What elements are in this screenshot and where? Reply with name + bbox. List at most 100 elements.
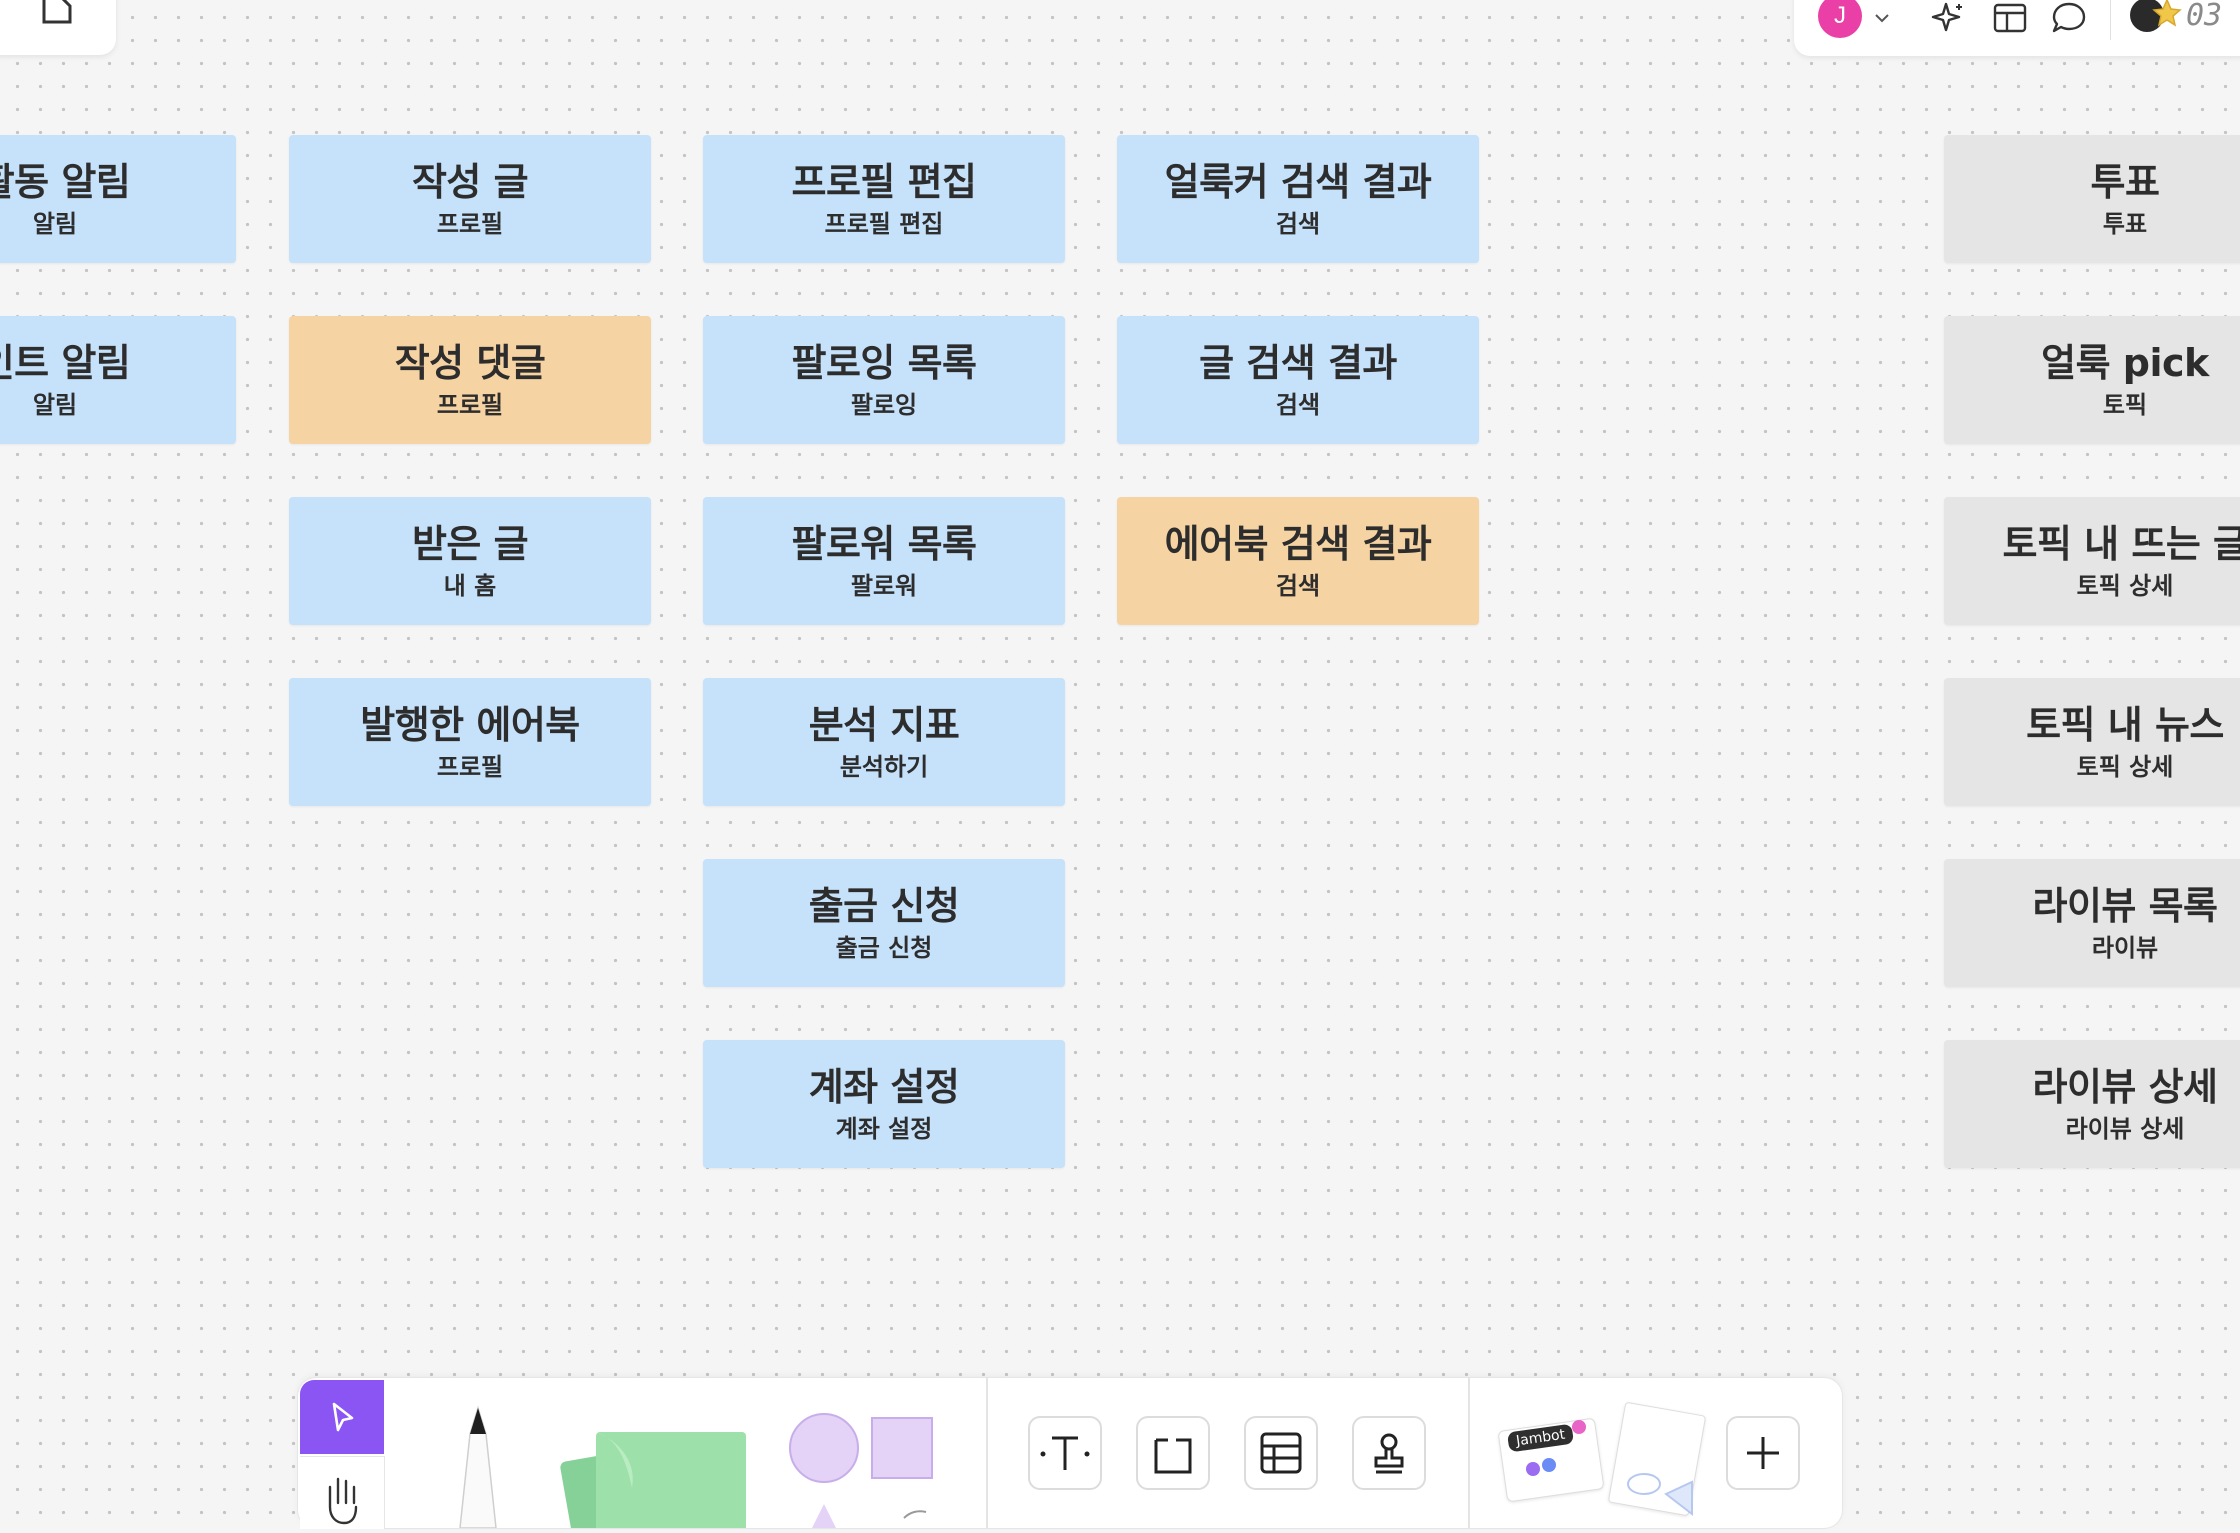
- sticky-written-post[interactable]: 작성 글 프로필: [289, 135, 651, 263]
- bottom-toolbar: Jambot: [298, 1378, 1842, 1529]
- sticky-title: 팔로잉 목록: [791, 341, 977, 385]
- top-right-panel: J 03: [1794, 0, 2240, 56]
- sticky-title: 라이뷰 목록: [2032, 884, 2218, 928]
- text-icon: [1040, 1436, 1090, 1470]
- sticky-topic-news[interactable]: 토픽 내 뉴스 토픽 상세: [1944, 678, 2240, 806]
- sticky-title: 프로필 편집: [791, 160, 977, 204]
- sticky-subtitle: 프로필 편집: [824, 210, 944, 238]
- stamp-icon: [1374, 1433, 1404, 1474]
- sticker-dot-icon: [1572, 1420, 1586, 1434]
- select-tool[interactable]: [300, 1380, 384, 1454]
- sticky-title: 활동 알림: [0, 160, 131, 204]
- table-tool-button[interactable]: [1244, 1416, 1318, 1490]
- figjam-board[interactable]: 활동 알림 알림 인트 알림 알림 작성 글 프로필 작성 댓글 프로필 받은 …: [0, 0, 2240, 1500]
- sticky-ollooker-search[interactable]: 얼룩커 검색 결과 검색: [1117, 135, 1479, 263]
- shapes-tool-icon[interactable]: [784, 1408, 944, 1528]
- sticky-airbook-search[interactable]: 에어북 검색 결과 검색: [1117, 497, 1479, 625]
- sticky-subtitle: 토픽: [2102, 391, 2148, 419]
- timer-text[interactable]: 03: [2186, 0, 2223, 33]
- music-badge-icon[interactable]: [2130, 0, 2164, 32]
- sticky-written-comment[interactable]: 작성 댓글 프로필: [289, 316, 651, 444]
- sticky-topic-trending[interactable]: 토픽 내 뜨는 글 토픽 상세: [1944, 497, 2240, 625]
- sticky-title: 작성 댓글: [394, 341, 546, 385]
- sticky-follower-list[interactable]: 팔로워 목록 팔로워: [703, 497, 1065, 625]
- section-icon: [1154, 1438, 1192, 1474]
- sticky-following-list[interactable]: 팔로잉 목록 팔로잉: [703, 316, 1065, 444]
- comment-icon[interactable]: [2050, 0, 2088, 36]
- plus-icon: [1747, 1437, 1779, 1469]
- sticky-liview-list[interactable]: 라이뷰 목록 라이뷰: [1944, 859, 2240, 987]
- pages-icon[interactable]: [40, 0, 80, 30]
- templates-tool[interactable]: [1607, 1401, 1707, 1528]
- table-icon: [1260, 1432, 1302, 1474]
- sticky-account-settings[interactable]: 계좌 설정 계좌 설정: [703, 1040, 1065, 1168]
- sticky-subtitle: 프로필: [436, 210, 504, 238]
- sticky-subtitle: 검색: [1275, 210, 1321, 238]
- sticky-subtitle: 프로필: [436, 753, 504, 781]
- sticky-note-tool-icon[interactable]: [556, 1408, 756, 1528]
- sticky-published-airbook[interactable]: 발행한 에어북 프로필: [289, 678, 651, 806]
- chevron-down-icon[interactable]: [1874, 12, 1890, 24]
- avatar[interactable]: J: [1818, 0, 1862, 38]
- sticky-subtitle: 프로필: [436, 391, 504, 419]
- sticky-subtitle: 출금 신청: [835, 934, 933, 962]
- star-badge-icon: [2152, 0, 2182, 27]
- sticky-ollook-pick[interactable]: 얼룩 pick 토픽: [1944, 316, 2240, 444]
- text-tool-button[interactable]: [1028, 1416, 1102, 1490]
- sticker-dot-icon: [1526, 1462, 1540, 1476]
- sticky-subtitle: 알림: [32, 210, 78, 238]
- sticky-activity-alert[interactable]: 활동 알림 알림: [0, 135, 236, 263]
- top-left-panel: [0, 0, 116, 55]
- sticky-title: 계좌 설정: [808, 1065, 960, 1109]
- sticky-subtitle: 토픽 상세: [2076, 572, 2174, 600]
- sticky-title: 얼룩 pick: [2041, 341, 2209, 385]
- sticky-title: 팔로워 목록: [791, 522, 977, 566]
- sticky-subtitle: 팔로워: [850, 572, 918, 600]
- sticky-received-post[interactable]: 받은 글 내 홈: [289, 497, 651, 625]
- sticker-dot-icon: [1542, 1458, 1556, 1472]
- stickers-tool[interactable]: Jambot: [1497, 1414, 1605, 1503]
- hand-icon: [328, 1477, 358, 1525]
- sticky-liview-detail[interactable]: 라이뷰 상세 라이뷰 상세: [1944, 1040, 2240, 1168]
- layout-panel-icon[interactable]: [1992, 0, 2028, 36]
- sticky-subtitle: 토픽 상세: [2076, 753, 2174, 781]
- sticky-title: 얼룩커 검색 결과: [1164, 160, 1432, 204]
- sticky-title: 받은 글: [411, 522, 529, 566]
- sticky-title: 작성 글: [411, 160, 529, 204]
- sticky-subtitle: 계좌 설정: [835, 1115, 933, 1143]
- sticky-withdraw-request[interactable]: 출금 신청 출금 신청: [703, 859, 1065, 987]
- add-more-button[interactable]: [1726, 1416, 1800, 1490]
- sticky-title: 인트 알림: [0, 341, 131, 385]
- sticky-title: 토픽 내 뜨는 글: [2002, 522, 2240, 566]
- sticky-subtitle: 투표: [2102, 210, 2148, 238]
- sticky-title: 글 검색 결과: [1199, 341, 1397, 385]
- stamp-tool-button[interactable]: [1352, 1416, 1426, 1490]
- sticky-subtitle: 내 홈: [443, 572, 497, 600]
- sticky-subtitle: 분석하기: [839, 753, 929, 781]
- sticky-subtitle: 라이뷰: [2091, 934, 2159, 962]
- sticky-title: 분석 지표: [808, 703, 960, 747]
- sticky-analytics[interactable]: 분석 지표 분석하기: [703, 678, 1065, 806]
- sticky-subtitle: 알림: [32, 391, 78, 419]
- sticky-title: 출금 신청: [808, 884, 960, 928]
- toolbar-divider: [1468, 1378, 1470, 1528]
- toolbar-divider: [986, 1378, 988, 1528]
- sticky-subtitle: 라이뷰 상세: [2065, 1115, 2185, 1143]
- sticky-profile-edit[interactable]: 프로필 편집 프로필 편집: [703, 135, 1065, 263]
- cursor-icon: [332, 1402, 354, 1432]
- sticky-title: 라이뷰 상세: [2032, 1065, 2218, 1109]
- divider: [2110, 0, 2111, 40]
- sparkle-ai-icon[interactable]: [1930, 0, 1966, 36]
- sticky-title: 투표: [2090, 160, 2160, 204]
- hand-tool[interactable]: [300, 1456, 385, 1529]
- sticky-title: 토픽 내 뉴스: [2026, 703, 2224, 747]
- sticky-point-alert[interactable]: 인트 알림 알림: [0, 316, 236, 444]
- sticky-vote[interactable]: 투표 투표: [1944, 135, 2240, 263]
- sticky-subtitle: 검색: [1275, 572, 1321, 600]
- section-tool-button[interactable]: [1136, 1416, 1210, 1490]
- marker-pen-icon[interactable]: [438, 1404, 518, 1528]
- sticky-title: 발행한 에어북: [360, 703, 580, 747]
- sticky-post-search[interactable]: 글 검색 결과 검색: [1117, 316, 1479, 444]
- sticky-subtitle: 검색: [1275, 391, 1321, 419]
- template-shapes-icon: [1627, 1473, 1693, 1517]
